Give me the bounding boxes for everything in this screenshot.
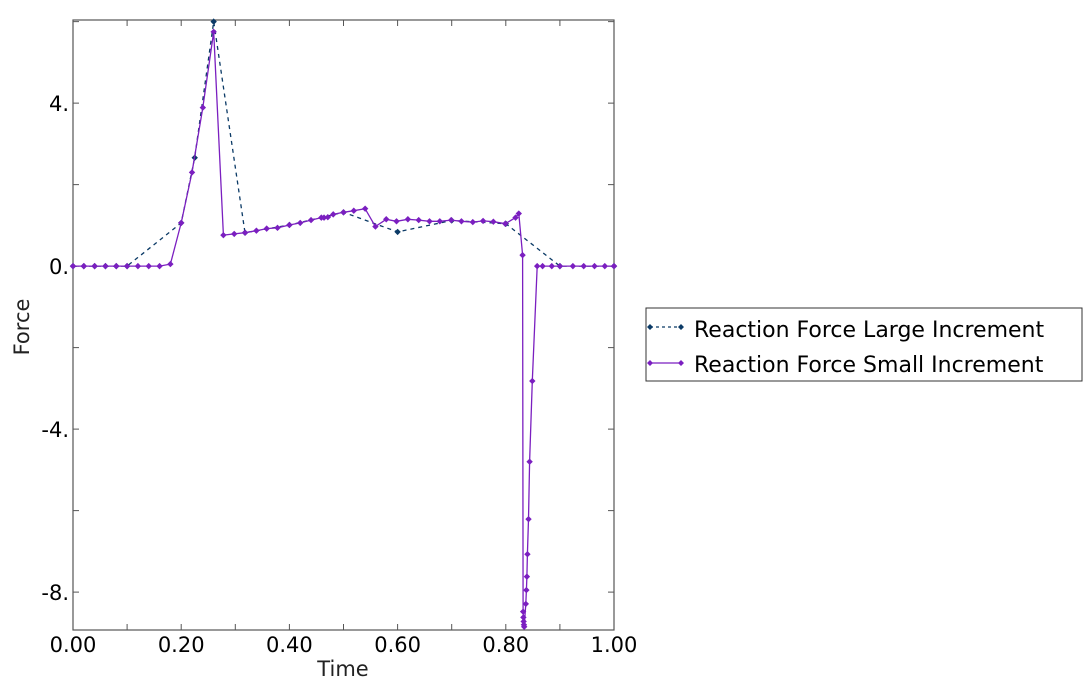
y-tick-label: 0. [49, 255, 69, 279]
data-point-1 [307, 216, 315, 224]
data-point-1 [178, 219, 185, 227]
data-point-1 [601, 262, 609, 270]
data-point-1 [286, 221, 293, 229]
data-point-1 [69, 262, 77, 270]
data-point-1 [539, 262, 546, 270]
series-line-1 [73, 31, 614, 627]
data-point-1 [102, 262, 109, 270]
data-point-1 [415, 216, 422, 224]
legend-label-large: Reaction Force Large Increment [694, 318, 1044, 343]
data-point-1 [156, 262, 163, 270]
data-point-0 [394, 228, 401, 236]
data-point-1 [210, 28, 217, 36]
data-point-1 [458, 218, 465, 225]
data-point-1 [220, 231, 227, 239]
data-point-1 [330, 211, 337, 218]
y-tick-label: 4. [49, 92, 69, 116]
data-point-1 [580, 262, 587, 270]
data-point-1 [324, 214, 332, 221]
data-point-1 [383, 216, 390, 223]
plot-area: 0.00 0.20 0.40 0.60 0.80 1.00 -8. -4. 0. 4. [41, 18, 637, 657]
data-point-1 [372, 223, 379, 230]
data-point-1 [404, 216, 412, 223]
data-point-1 [350, 207, 357, 214]
data-point-1 [529, 377, 536, 385]
data-point-1 [253, 227, 260, 234]
data-point-1 [241, 229, 249, 236]
data-point-1 [469, 218, 476, 226]
data-point-1 [436, 218, 443, 225]
data-point-1 [123, 262, 131, 270]
data-point-0 [210, 18, 217, 25]
data-point-1 [297, 219, 304, 227]
data-point-1 [520, 623, 528, 630]
y-tick-label: -4. [41, 418, 69, 442]
legend-label-small: Reaction Force Small Increment [694, 353, 1044, 378]
data-point-1 [526, 458, 533, 465]
data-point-1 [548, 262, 555, 270]
data-point-1 [447, 216, 455, 224]
data-point-1 [520, 614, 527, 621]
data-point-1 [91, 262, 98, 270]
data-point-1 [134, 262, 142, 270]
data-point-1 [113, 262, 120, 270]
y-axis-label: Force [10, 299, 34, 356]
data-point-1 [167, 260, 174, 268]
data-point-1 [523, 573, 531, 580]
x-tick-label: 1.00 [591, 633, 638, 657]
data-point-1 [610, 262, 618, 270]
data-point-1 [519, 608, 527, 615]
x-tick-label: 0.60 [374, 633, 421, 657]
data-point-1 [524, 551, 531, 558]
data-point-1 [515, 210, 522, 217]
data-point-1 [519, 251, 526, 259]
legend-entry-small: Reaction Force Small Increment [647, 353, 1044, 378]
data-point-1 [199, 104, 207, 111]
data-point-1 [591, 262, 598, 270]
data-point-1 [188, 169, 196, 176]
data-point-1 [393, 218, 400, 225]
data-point-1 [231, 230, 238, 238]
data-point-1 [80, 262, 88, 270]
data-point-1 [479, 217, 487, 225]
data-point-1 [569, 262, 577, 270]
legend-box [645, 307, 1083, 382]
data-point-1 [490, 218, 497, 225]
data-point-1 [274, 224, 281, 232]
series-line-0 [73, 21, 614, 267]
data-point-1 [145, 262, 152, 270]
data-point-1 [533, 262, 541, 270]
plot-frame [72, 19, 615, 631]
x-tick-label: 0.80 [482, 633, 529, 657]
data-point-1 [502, 220, 509, 227]
x-axis-label: Time [316, 657, 368, 681]
data-point-1 [320, 214, 328, 221]
data-point-1 [426, 218, 433, 225]
x-tick-label: 0.40 [266, 633, 313, 657]
data-point-1 [523, 586, 530, 594]
data-point-1 [522, 600, 530, 608]
legend: Reaction Force Large Increment Reaction … [645, 307, 1083, 382]
data-point-1 [512, 214, 519, 221]
x-tick-label: 0.00 [50, 633, 97, 657]
y-tick-label: -8. [41, 581, 69, 605]
legend-entry-large: Reaction Force Large Increment [647, 318, 1044, 343]
data-point-1 [525, 515, 532, 523]
data-point-1 [340, 209, 347, 216]
data-point-1 [263, 225, 270, 232]
data-point-1 [361, 205, 369, 212]
x-tick-label: 0.20 [158, 633, 205, 657]
data-point-1 [556, 262, 564, 270]
